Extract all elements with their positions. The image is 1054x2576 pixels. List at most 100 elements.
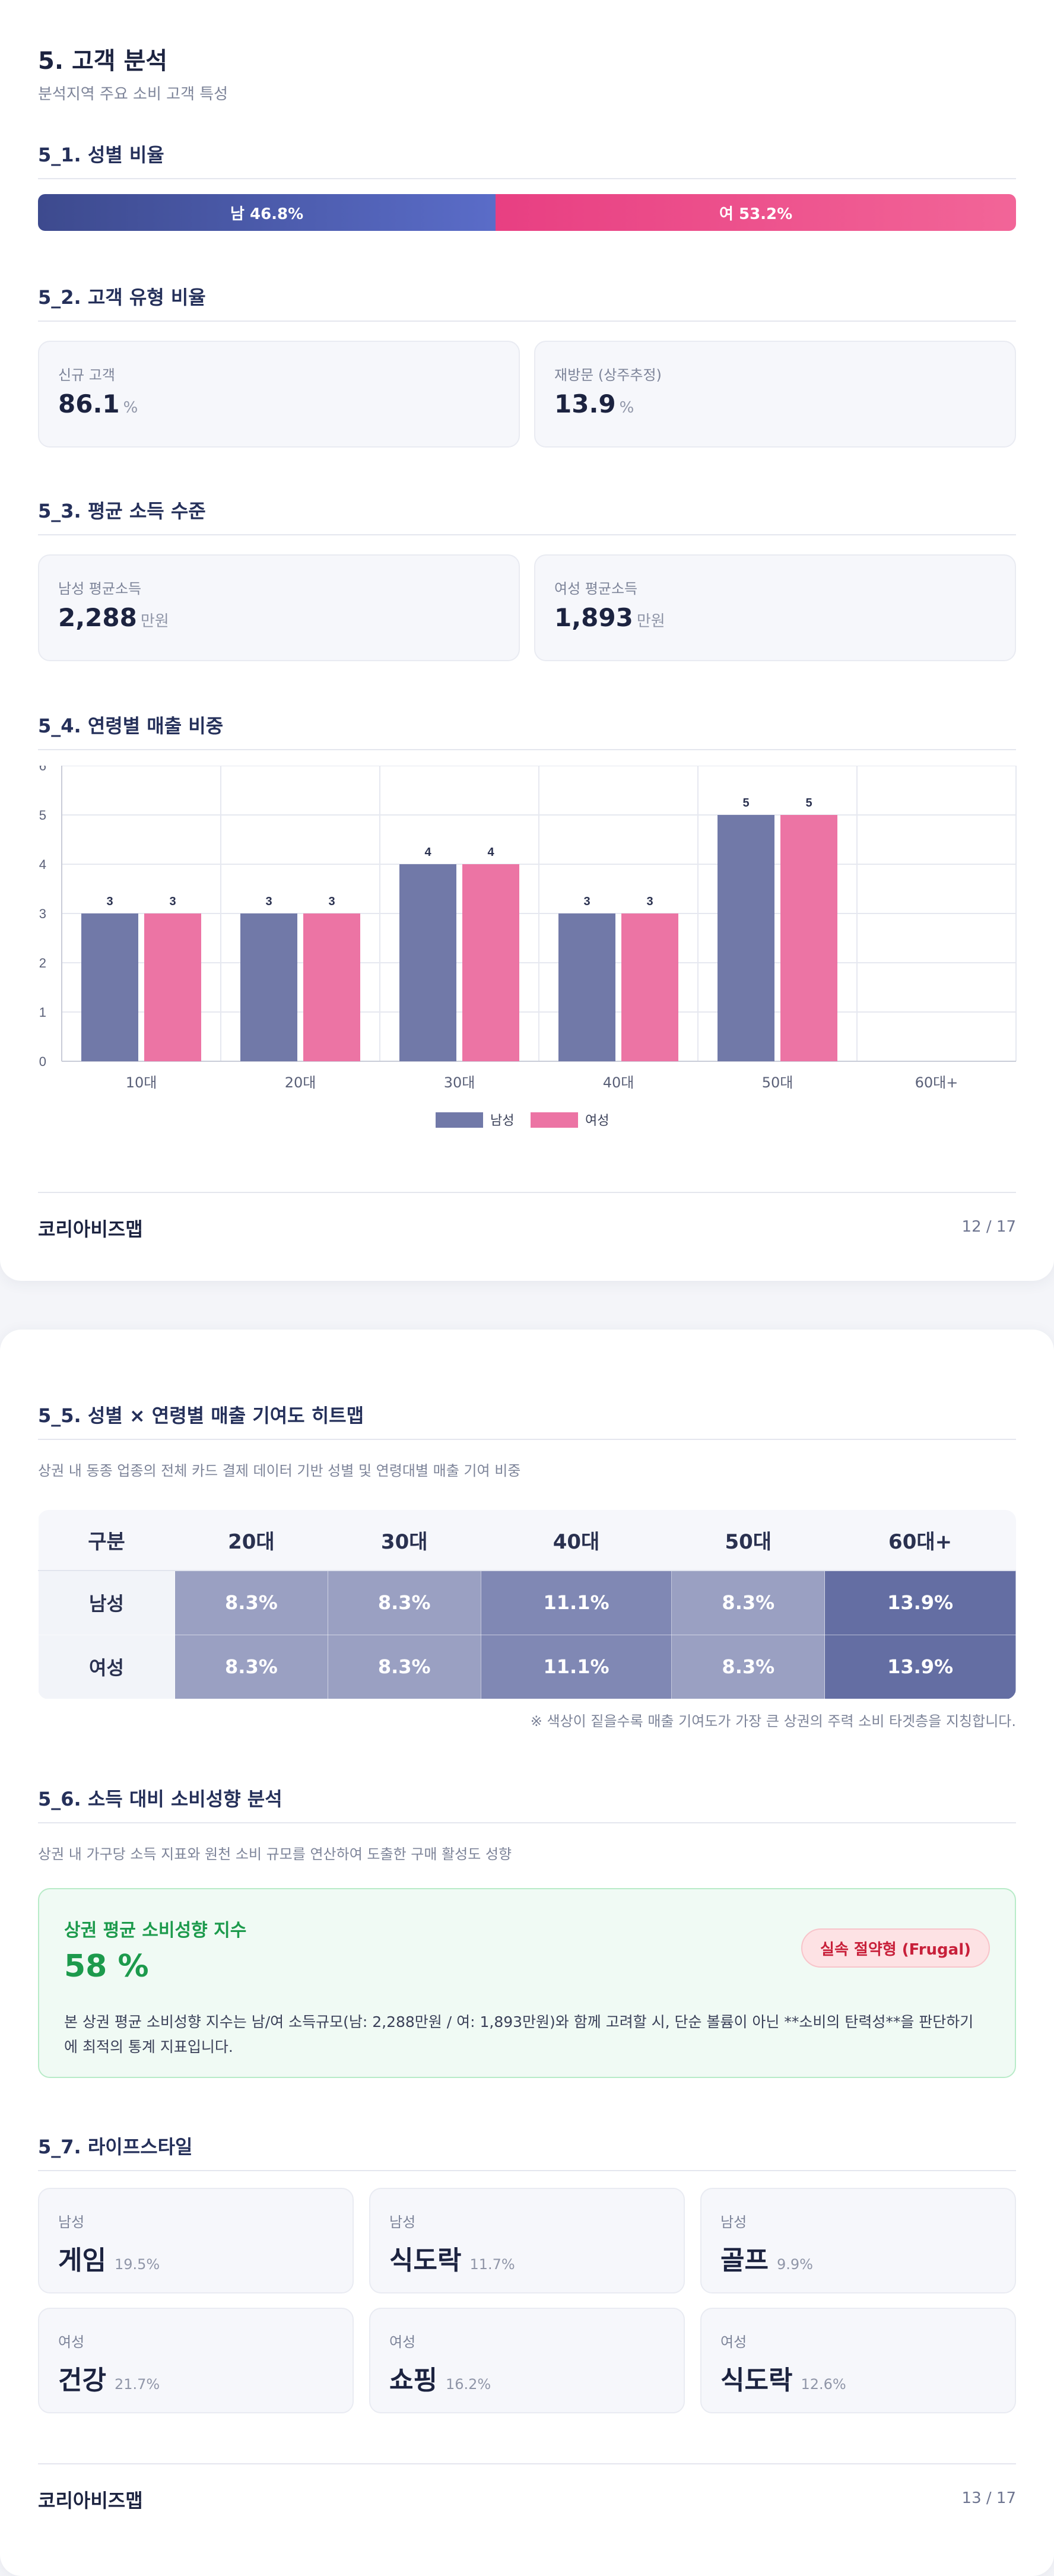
x-tick-label: 50대 bbox=[762, 1074, 793, 1091]
index-body-line2: 에 최적의 통계 지표입니다. bbox=[64, 2038, 233, 2055]
y-tick-label: 2 bbox=[39, 956, 46, 970]
row-header: 남성 bbox=[38, 1570, 175, 1635]
data-label: 3 bbox=[106, 895, 113, 908]
category-pct: 21.7% bbox=[114, 2376, 160, 2393]
divider bbox=[38, 749, 1016, 750]
heatmap-cell: 13.9% bbox=[824, 1570, 1016, 1635]
column-header: 60대+ bbox=[824, 1510, 1016, 1571]
heatmap-row-female: 여성 8.3% 8.3% 11.1% 8.3% 13.9% bbox=[38, 1634, 1016, 1699]
heatmap-header-row: 구분 20대 30대 40대 50대 60대+ bbox=[38, 1510, 1016, 1571]
lifestyle-card: 여성 쇼핑 16.2% bbox=[369, 2308, 685, 2413]
category-name: 쇼핑 bbox=[389, 2365, 437, 2396]
bar bbox=[462, 864, 519, 1061]
data-label: 5 bbox=[742, 797, 749, 810]
male-income-card: 남성 평균소득 2,288 만원 bbox=[38, 554, 520, 661]
card-value: 86.1% bbox=[58, 389, 138, 418]
value-number: 86.1 bbox=[58, 389, 120, 418]
x-tick-label: 20대 bbox=[285, 1074, 316, 1091]
bar bbox=[144, 913, 201, 1061]
heatmap-description: 상권 내 동종 업종의 전체 카드 결제 데이터 기반 성별 및 연령대별 매출… bbox=[38, 1463, 521, 1479]
value-unit: 만원 bbox=[140, 613, 169, 630]
card-value: 2,288 만원 bbox=[58, 603, 169, 632]
bar bbox=[780, 815, 837, 1061]
category-pct: 12.6% bbox=[801, 2376, 846, 2393]
category-pct: 9.9% bbox=[776, 2256, 813, 2273]
value-number: 13.9 bbox=[554, 389, 616, 418]
footer-brand: 코리아비즈맵 bbox=[38, 2489, 143, 2512]
y-tick-label: 4 bbox=[39, 857, 46, 872]
lifestyle-gender: 여성 bbox=[720, 2334, 747, 2350]
x-tick-label: 60대+ bbox=[915, 1074, 958, 1091]
report-page-12: 5. 고객 분석 분석지역 주요 소비 고객 특성 5_1. 성별 비율 남 4… bbox=[0, 0, 1054, 1281]
y-tick-label: 3 bbox=[39, 906, 46, 921]
lifestyle-card: 남성 식도락 11.7% bbox=[369, 2188, 685, 2293]
divider bbox=[38, 2170, 1016, 2171]
new-customer-card: 신규 고객 86.1% bbox=[38, 341, 520, 448]
heatmap-note: ※ 색상이 짙을수록 매출 기여도가 가장 큰 상권의 주력 소비 타겟층을 지… bbox=[530, 1713, 1016, 1730]
age-sales-heading: 5_4. 연령별 매출 비중 bbox=[38, 715, 224, 737]
y-tick-label: 1 bbox=[39, 1005, 46, 1020]
legend-swatch bbox=[436, 1112, 483, 1128]
lifestyle-name: 건강 21.7% bbox=[58, 2359, 160, 2397]
propensity-index-box: 상권 평균 소비성향 지수 58 % 실속 절약형 (Frugal) 본 상권 … bbox=[38, 1888, 1016, 2078]
card-label: 여성 평균소득 bbox=[554, 580, 638, 597]
lifestyle-gender: 남성 bbox=[720, 2214, 747, 2231]
y-tick-label: 0 bbox=[39, 1054, 46, 1069]
heatmap-cell: 8.3% bbox=[327, 1570, 481, 1635]
divider bbox=[38, 321, 1016, 322]
frugal-badge: 실속 절약형 (Frugal) bbox=[801, 1928, 990, 1968]
lifestyle-card: 여성 식도락 12.6% bbox=[700, 2308, 1016, 2413]
customer-type-heading: 5_2. 고객 유형 비율 bbox=[38, 286, 206, 309]
category-name: 식도락 bbox=[720, 2365, 793, 2396]
category-name: 식도락 bbox=[389, 2245, 462, 2276]
propensity-description: 상권 내 가구당 소득 지표와 원천 소비 규모를 연산하여 도출한 구매 활성… bbox=[38, 1846, 512, 1863]
x-tick-label: 10대 bbox=[126, 1074, 157, 1091]
value-unit: 만원 bbox=[636, 613, 665, 630]
value-number: 1,893 bbox=[554, 603, 633, 632]
female-segment: 여 53.2% bbox=[496, 194, 1016, 231]
index-value: 58 % bbox=[64, 1949, 149, 1984]
lifestyle-gender: 남성 bbox=[58, 2214, 85, 2231]
heatmap-cell: 11.1% bbox=[480, 1570, 672, 1635]
lifestyle-gender: 여성 bbox=[58, 2334, 85, 2350]
bar bbox=[303, 913, 360, 1061]
value-unit: % bbox=[619, 399, 634, 417]
divider bbox=[38, 1822, 1016, 1823]
heatmap-cell: 8.3% bbox=[671, 1634, 826, 1699]
column-header: 50대 bbox=[671, 1510, 825, 1571]
index-body-line1: 본 상권 평균 소비성향 지수는 남/여 소득규모(남: 2,288만원 / 여… bbox=[64, 2013, 974, 2031]
x-tick-label: 40대 bbox=[603, 1074, 634, 1091]
heatmap-heading: 5_5. 성별 × 연령별 매출 기여도 히트맵 bbox=[38, 1404, 364, 1427]
card-label: 재방문 (상주추정) bbox=[554, 367, 662, 383]
lifestyle-gender: 남성 bbox=[389, 2214, 416, 2231]
card-value: 13.9% bbox=[554, 389, 634, 418]
x-tick-label: 30대 bbox=[444, 1074, 475, 1091]
lifestyle-name: 게임 19.5% bbox=[58, 2239, 160, 2277]
gender-ratio-bar: 남 46.8% 여 53.2% bbox=[38, 194, 1016, 231]
female-income-card: 여성 평균소득 1,893 만원 bbox=[534, 554, 1016, 661]
section-title: 5. 고객 분석 bbox=[38, 47, 168, 75]
category-name: 게임 bbox=[58, 2245, 106, 2276]
data-label: 3 bbox=[265, 895, 272, 908]
data-label: 3 bbox=[169, 895, 176, 908]
lifestyle-heading: 5_7. 라이프스타일 bbox=[38, 2136, 193, 2158]
category-pct: 19.5% bbox=[114, 2256, 160, 2273]
heatmap-cell: 11.1% bbox=[480, 1634, 672, 1699]
divider bbox=[38, 534, 1016, 535]
lifestyle-card: 여성 건강 21.7% bbox=[38, 2308, 354, 2413]
heatmap-cell: 13.9% bbox=[824, 1634, 1016, 1699]
heatmap-cell: 8.3% bbox=[174, 1570, 328, 1635]
bar bbox=[718, 815, 774, 1061]
heatmap-table: 구분 20대 30대 40대 50대 60대+ 남성 8.3% 8.3% 11.… bbox=[38, 1510, 1016, 1699]
lifestyle-gender: 여성 bbox=[389, 2334, 416, 2350]
category-pct: 11.7% bbox=[469, 2256, 515, 2273]
value-number: 2,288 bbox=[58, 603, 137, 632]
heatmap-cell: 8.3% bbox=[671, 1570, 826, 1635]
card-label: 남성 평균소득 bbox=[58, 580, 142, 597]
card-label: 신규 고객 bbox=[58, 367, 115, 383]
data-label: 3 bbox=[583, 895, 590, 908]
bar bbox=[81, 913, 138, 1061]
footer-divider bbox=[38, 2463, 1016, 2464]
section-subtitle: 분석지역 주요 소비 고객 특성 bbox=[38, 85, 228, 103]
column-header: 20대 bbox=[174, 1510, 328, 1571]
